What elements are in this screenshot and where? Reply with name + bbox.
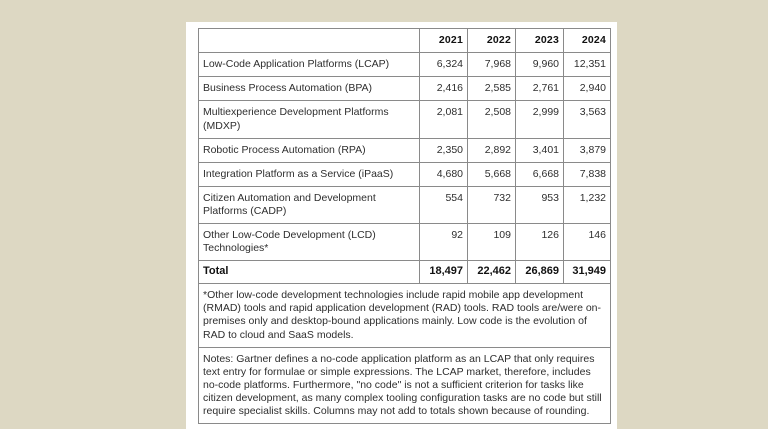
table-row: Robotic Process Automation (RPA) 2,350 2,8… (198, 137, 611, 163)
row-label-cell: Multiexperience Development Platforms (M… (198, 100, 420, 139)
value-cell: 6,668 (515, 161, 564, 187)
value-cell: 2,508 (467, 100, 516, 139)
value-cell: 22,462 (467, 260, 516, 285)
value-cell: 2,999 (515, 100, 564, 139)
value-cell: 146 (563, 223, 611, 262)
value-cell: 2,585 (467, 76, 516, 102)
value-cell: 2,761 (515, 76, 564, 102)
document-panel: 2021 2022 2023 2024 Low-Code Application Pl… (186, 22, 617, 429)
year-header: 2024 (563, 27, 611, 54)
corner-cell (198, 27, 420, 54)
value-cell: 92 (419, 223, 468, 262)
value-cell: 2,892 (467, 137, 516, 163)
table-row: Multiexperience Development Platforms (M… (198, 100, 611, 139)
value-cell: 2,081 (419, 100, 468, 139)
row-label-cell: Robotic Process Automation (RPA) (198, 137, 420, 163)
value-cell: 4,680 (419, 161, 468, 187)
table-row: Low-Code Application Platforms (LCAP) 6,3… (198, 52, 611, 78)
value-cell: 3,401 (515, 137, 564, 163)
value-cell: 126 (515, 223, 564, 262)
row-label-cell: Business Process Automation (BPA) (198, 76, 420, 102)
value-cell: 9,960 (515, 52, 564, 78)
table-body: Low-Code Application Platforms (LCAP) 6,3… (198, 52, 611, 285)
year-header: 2023 (515, 27, 564, 54)
row-label-cell: Integration Platform as a Service (iPaaS… (198, 161, 420, 187)
year-header: 2021 (419, 27, 468, 54)
row-label-cell: Total (198, 260, 420, 285)
value-cell: 2,416 (419, 76, 468, 102)
value-cell: 1,232 (563, 185, 611, 225)
value-cell: 554 (419, 185, 468, 225)
value-cell: 6,324 (419, 52, 468, 78)
value-cell: 26,869 (515, 260, 564, 285)
value-cell: 18,497 (419, 260, 468, 285)
value-cell: 953 (515, 185, 564, 225)
value-cell: 5,668 (467, 161, 516, 187)
total-row: Total 18,497 22,462 26,869 31,949 (198, 260, 611, 285)
year-header: 2022 (467, 27, 516, 54)
row-label-cell: Low-Code Application Platforms (LCAP) (198, 52, 420, 78)
table-row: Other Low-Code Development (LCD) Technol… (198, 223, 611, 262)
row-label-cell: Other Low-Code Development (LCD) Technol… (198, 223, 420, 262)
value-cell: 2,940 (563, 76, 611, 102)
table-row: Business Process Automation (BPA) 2,416 2,… (198, 76, 611, 102)
value-cell: 3,879 (563, 137, 611, 163)
table-row: Citizen Automation and Development Platf… (198, 185, 611, 225)
value-cell: 109 (467, 223, 516, 262)
value-cell: 7,838 (563, 161, 611, 187)
value-cell: 732 (467, 185, 516, 225)
table-notes: Notes: Gartner defines a no-code applica… (198, 346, 611, 425)
row-label-cell: Citizen Automation and Development Platf… (198, 185, 420, 225)
notes-row: Notes: Gartner defines a no-code applica… (198, 346, 611, 425)
forecast-table: 2021 2022 2023 2024 Low-Code Application Pl… (198, 27, 611, 425)
table-row: Integration Platform as a Service (iPaaS… (198, 161, 611, 187)
value-cell: 12,351 (563, 52, 611, 78)
table-header-row: 2021 2022 2023 2024 (198, 27, 611, 54)
value-cell: 3,563 (563, 100, 611, 139)
value-cell: 31,949 (563, 260, 611, 285)
footnote-row: *Other low-code development technologies… (198, 283, 611, 348)
table-footnote: *Other low-code development technologies… (198, 283, 611, 348)
value-cell: 7,968 (467, 52, 516, 78)
value-cell: 2,350 (419, 137, 468, 163)
